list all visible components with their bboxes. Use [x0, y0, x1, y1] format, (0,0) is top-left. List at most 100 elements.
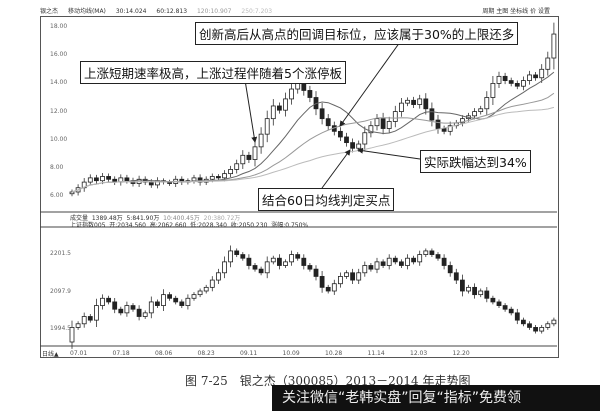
date-tick: 08.23 [197, 350, 215, 357]
date-tick: 07.18 [112, 350, 130, 357]
index-candle [331, 283, 337, 292]
index-candle [405, 257, 410, 266]
annotation-buy-point: 结合60日均线判定买点 [258, 188, 395, 211]
index-candle [185, 297, 191, 306]
index-bar: 上证指数005 开:2034.560 高:2062.660 低:2028.340… [70, 220, 308, 229]
index-candle [356, 272, 362, 281]
price-candle [441, 128, 447, 132]
index-candle [191, 294, 197, 299]
price-candle [215, 176, 221, 179]
price-candle [514, 83, 520, 87]
period-label[interactable]: 日线▲ [42, 351, 59, 358]
index-candle [81, 316, 87, 325]
price-candle [337, 130, 343, 138]
index-tick: 2097.9 [50, 287, 71, 295]
index-candle [106, 297, 111, 303]
ma-line-10 [71, 71, 555, 193]
index-candle [502, 305, 508, 310]
toolbar[interactable]: 周期 主图 坐标线 价 设置 [482, 8, 550, 15]
volume-bar: 成交量 1389.48万 5:841.90万 10:400.45万 20:380… [70, 213, 240, 222]
index-candle [124, 305, 130, 314]
index-candle [87, 316, 93, 321]
index-candle [533, 327, 538, 332]
index-high: 高:2062.660 [149, 222, 187, 229]
price-candle [386, 121, 392, 129]
index-candle [490, 297, 496, 303]
price-candle [423, 98, 429, 110]
index-candle [453, 272, 459, 281]
price-candle [319, 108, 325, 120]
date-tick: 10.28 [325, 350, 343, 357]
index-candle [398, 261, 404, 266]
price-candle [374, 118, 380, 127]
index-candle [289, 254, 295, 263]
annotation-arrow [244, 79, 258, 143]
index-candle [508, 308, 514, 314]
price-candle [380, 118, 386, 129]
price-candle [270, 105, 276, 120]
index-candle [301, 257, 307, 266]
index-candle [466, 286, 471, 292]
volume-ma20: 20:380.72万 [203, 215, 241, 222]
index-candle [362, 265, 368, 274]
index-candle [295, 254, 301, 259]
index-candle [100, 297, 105, 306]
price-candle [392, 111, 398, 122]
index-candle [368, 265, 374, 270]
price-candle [87, 177, 93, 183]
volume-value: 1389.48万 [91, 215, 123, 222]
price-candle [551, 33, 557, 59]
volume-ma5: 5:841.90万 [126, 215, 160, 222]
index-candle [264, 261, 270, 274]
chart-svg [40, 22, 557, 349]
price-candle [197, 177, 203, 183]
index-candle [441, 257, 447, 266]
date-tick: 07.01 [70, 350, 88, 357]
index-candle [148, 301, 154, 314]
index-candle [472, 286, 478, 296]
index-candle [496, 301, 502, 306]
price-candle [478, 108, 484, 112]
index-candle [130, 305, 136, 310]
price-candle [521, 80, 526, 87]
index-close: 收:2050.230 [230, 222, 268, 229]
stock-name: 银之杰 [40, 8, 59, 15]
price-candle [252, 146, 258, 160]
index-candle [307, 265, 313, 270]
index-candle [222, 261, 227, 274]
price-candle [124, 177, 130, 182]
index-candle [142, 312, 148, 317]
annotation-drop: 实际跌幅达到34% [420, 150, 531, 173]
volume-label: 成交量 [70, 215, 89, 222]
index-candle [514, 312, 520, 321]
price-candle [264, 118, 270, 135]
index-candle [75, 323, 81, 328]
price-candle [106, 176, 111, 180]
indicator-name[interactable]: 移动均线(MA) [67, 8, 106, 15]
price-candle [258, 133, 264, 148]
index-candle [435, 254, 441, 259]
index-candle [94, 305, 99, 321]
index-candle [112, 301, 118, 310]
index-candle [161, 294, 166, 306]
price-candle [398, 102, 404, 112]
index-candle [313, 268, 319, 277]
index-candle [447, 265, 453, 274]
index-candle [215, 272, 221, 281]
date-tick: 11.14 [367, 350, 385, 357]
index-candle [429, 250, 435, 255]
index-candle [484, 290, 490, 299]
price-candle [527, 74, 532, 81]
index-candle [380, 261, 386, 266]
index-candle [258, 268, 264, 274]
index-candle [173, 297, 179, 303]
price-candle [447, 125, 453, 132]
chart-frame [40, 16, 559, 358]
annotation-arrow [357, 147, 421, 160]
ma250-value: 250:7.203 [241, 8, 273, 15]
price-candle [459, 118, 465, 124]
index-candle [118, 308, 124, 314]
price-candle [368, 125, 374, 134]
date-tick: 12.20 [452, 350, 470, 357]
annotation-rally: 上涨短期速率极高，上涨过程伴随着5个涨停板 [80, 61, 346, 84]
